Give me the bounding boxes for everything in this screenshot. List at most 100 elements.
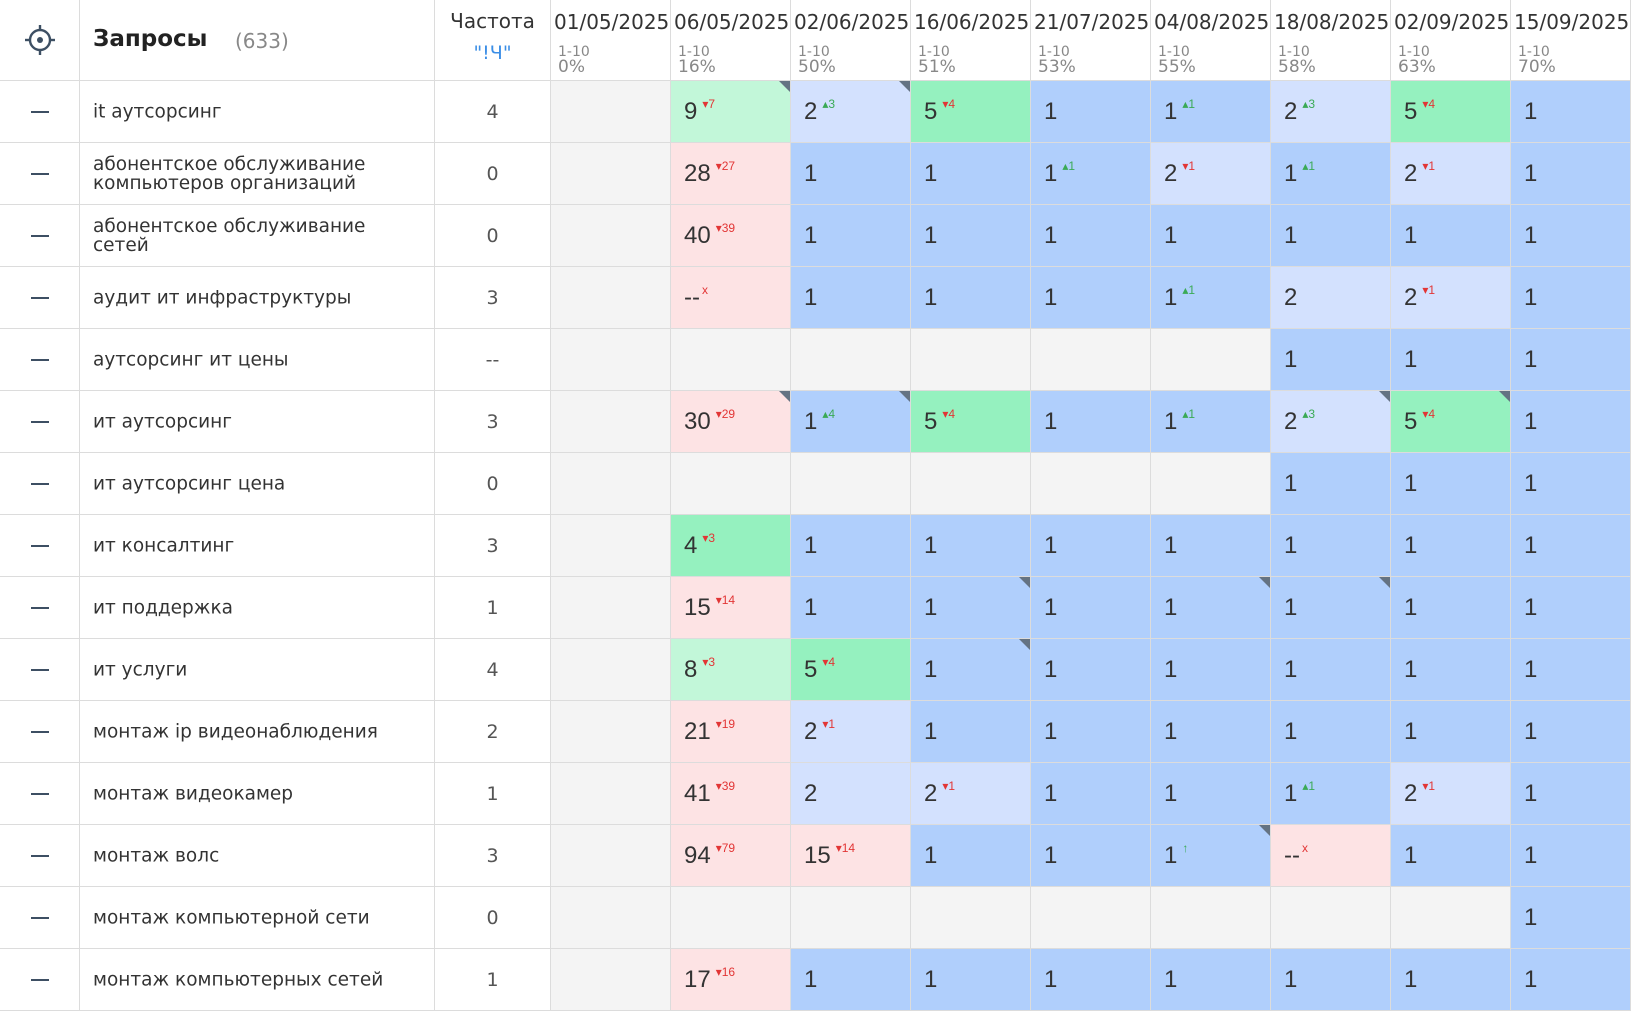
minus-icon[interactable]: [31, 235, 49, 237]
position-cell[interactable]: 5 ▾4: [791, 639, 911, 701]
position-cell[interactable]: 1: [1511, 949, 1631, 1011]
position-cell[interactable]: 1: [1031, 639, 1151, 701]
position-cell[interactable]: 5 ▾4: [911, 391, 1031, 453]
position-cell[interactable]: [791, 887, 911, 949]
date-label[interactable]: 18/08/2025: [1274, 10, 1390, 34]
date-label[interactable]: 04/08/2025: [1154, 10, 1270, 34]
position-cell[interactable]: [551, 391, 671, 453]
position-cell[interactable]: 1: [1031, 81, 1151, 143]
position-cell[interactable]: [551, 949, 671, 1011]
position-cell[interactable]: 1: [911, 701, 1031, 763]
position-cell[interactable]: [1151, 453, 1271, 515]
position-cell[interactable]: 1: [791, 949, 911, 1011]
position-cell[interactable]: 1 ▴1: [1151, 391, 1271, 453]
date-label[interactable]: 06/05/2025: [674, 10, 790, 34]
position-cell[interactable]: 2: [1271, 267, 1391, 329]
position-cell[interactable]: 5 ▾4: [1391, 391, 1511, 453]
row-toggle-cell[interactable]: [0, 329, 80, 391]
position-cell[interactable]: 1 ▴1: [1151, 81, 1271, 143]
position-cell[interactable]: 2 ▾1: [1391, 267, 1511, 329]
position-cell[interactable]: 1: [1031, 701, 1151, 763]
position-cell[interactable]: 1: [1271, 205, 1391, 267]
position-cell[interactable]: 1: [1511, 515, 1631, 577]
date-label[interactable]: 01/05/2025: [554, 10, 670, 34]
position-cell[interactable]: -- x: [1271, 825, 1391, 887]
position-cell[interactable]: [671, 453, 791, 515]
position-cell[interactable]: 15 ▾14: [671, 577, 791, 639]
date-column-header[interactable]: 02/06/2025 1-10 50%: [791, 0, 911, 81]
note-corner-icon[interactable]: [899, 391, 910, 402]
position-cell[interactable]: [911, 887, 1031, 949]
position-cell[interactable]: 1: [911, 825, 1031, 887]
note-corner-icon[interactable]: [779, 391, 790, 402]
position-cell[interactable]: 1: [1511, 329, 1631, 391]
position-cell[interactable]: 1: [1271, 453, 1391, 515]
position-cell[interactable]: 94 ▾79: [671, 825, 791, 887]
position-cell[interactable]: 28 ▾27: [671, 143, 791, 205]
row-toggle-cell[interactable]: [0, 515, 80, 577]
position-cell[interactable]: 1: [1391, 577, 1511, 639]
position-cell[interactable]: [1031, 887, 1151, 949]
date-column-header[interactable]: 16/06/2025 1-10 51%: [911, 0, 1031, 81]
position-cell[interactable]: 1: [1271, 515, 1391, 577]
position-cell[interactable]: 17 ▾16: [671, 949, 791, 1011]
date-label[interactable]: 02/06/2025: [794, 10, 910, 34]
date-label[interactable]: 02/09/2025: [1394, 10, 1510, 34]
position-cell[interactable]: 1: [1391, 205, 1511, 267]
position-cell[interactable]: 41 ▾39: [671, 763, 791, 825]
date-label[interactable]: 16/06/2025: [914, 10, 1030, 34]
position-cell[interactable]: 1: [1511, 143, 1631, 205]
position-cell[interactable]: [791, 329, 911, 391]
note-corner-icon[interactable]: [1379, 391, 1390, 402]
row-toggle-cell[interactable]: [0, 825, 80, 887]
position-cell[interactable]: 1: [1391, 639, 1511, 701]
position-cell[interactable]: [551, 267, 671, 329]
minus-icon[interactable]: [31, 297, 49, 299]
row-toggle-cell[interactable]: [0, 143, 80, 205]
position-cell[interactable]: [551, 577, 671, 639]
position-cell[interactable]: 1: [911, 205, 1031, 267]
position-cell[interactable]: 1: [1511, 391, 1631, 453]
position-cell[interactable]: 1: [1151, 515, 1271, 577]
date-column-header[interactable]: 04/08/2025 1-10 55%: [1151, 0, 1271, 81]
position-cell[interactable]: 1: [1511, 267, 1631, 329]
date-column-header[interactable]: 21/07/2025 1-10 53%: [1031, 0, 1151, 81]
position-cell[interactable]: [1031, 329, 1151, 391]
position-cell[interactable]: 1: [1391, 701, 1511, 763]
position-cell[interactable]: 1 ▴1: [1271, 143, 1391, 205]
position-cell[interactable]: 9 ▾7: [671, 81, 791, 143]
position-cell[interactable]: 1: [1151, 763, 1271, 825]
position-cell[interactable]: 1: [1151, 639, 1271, 701]
position-cell[interactable]: 5 ▾4: [1391, 81, 1511, 143]
position-cell[interactable]: 1: [1271, 329, 1391, 391]
note-corner-icon[interactable]: [779, 81, 790, 92]
date-label[interactable]: 21/07/2025: [1034, 10, 1150, 34]
position-cell[interactable]: 1: [1511, 577, 1631, 639]
minus-icon[interactable]: [31, 669, 49, 671]
position-cell[interactable]: 1: [911, 267, 1031, 329]
row-toggle-cell[interactable]: [0, 701, 80, 763]
date-column-header[interactable]: 18/08/2025 1-10 58%: [1271, 0, 1391, 81]
position-cell[interactable]: 1 ▴1: [1151, 267, 1271, 329]
position-cell[interactable]: [551, 639, 671, 701]
position-cell[interactable]: [671, 887, 791, 949]
minus-icon[interactable]: [31, 421, 49, 423]
minus-icon[interactable]: [31, 173, 49, 175]
position-cell[interactable]: 1: [1271, 949, 1391, 1011]
minus-icon[interactable]: [31, 917, 49, 919]
position-cell[interactable]: 40 ▾39: [671, 205, 791, 267]
minus-icon[interactable]: [31, 483, 49, 485]
position-cell[interactable]: 1: [911, 639, 1031, 701]
position-cell[interactable]: 1: [1511, 453, 1631, 515]
date-label[interactable]: 15/09/2025: [1514, 10, 1630, 34]
minus-icon[interactable]: [31, 607, 49, 609]
position-cell[interactable]: 1: [1511, 701, 1631, 763]
row-toggle-cell[interactable]: [0, 267, 80, 329]
position-cell[interactable]: 1: [1031, 391, 1151, 453]
position-cell[interactable]: 1: [1271, 701, 1391, 763]
queries-title[interactable]: Запросы: [93, 26, 208, 52]
position-cell[interactable]: 2: [791, 763, 911, 825]
row-toggle-cell[interactable]: [0, 205, 80, 267]
position-cell[interactable]: 1: [1511, 887, 1631, 949]
position-cell[interactable]: 1: [1391, 949, 1511, 1011]
